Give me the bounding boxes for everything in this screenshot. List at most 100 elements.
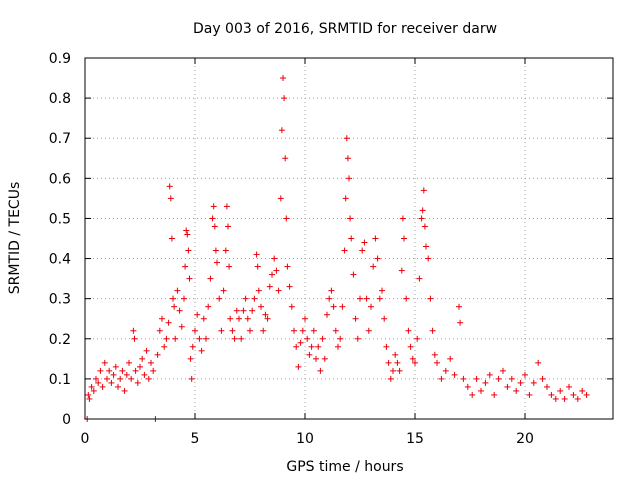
data-point [504, 383, 511, 390]
data-point [174, 287, 181, 294]
data-point [343, 135, 350, 142]
data-point [526, 391, 533, 398]
data-point [229, 327, 236, 334]
data-point [379, 287, 385, 294]
data-point [372, 235, 379, 242]
data-point [583, 391, 590, 398]
data-point [181, 295, 187, 302]
axis-ticks [84, 57, 613, 420]
data-point [137, 363, 143, 370]
data-point [264, 315, 271, 322]
data-point [255, 287, 262, 294]
data-point [88, 383, 95, 390]
data-point [90, 387, 97, 394]
data-point [335, 343, 341, 350]
data-point [106, 367, 113, 374]
data-point [266, 283, 273, 290]
data-point [126, 359, 132, 366]
data-point [172, 335, 179, 342]
data-point [161, 343, 168, 350]
data-point [302, 315, 308, 322]
data-point [357, 295, 363, 302]
data-point [200, 315, 207, 322]
data-point [93, 375, 99, 382]
data-point [128, 375, 135, 382]
y-tick-label: 0.7 [49, 131, 71, 147]
data-point [431, 351, 438, 358]
data-point [194, 311, 201, 318]
data-point [486, 371, 493, 378]
data-point [148, 359, 154, 366]
data-point [412, 359, 418, 366]
data-point [517, 379, 524, 386]
data-point [97, 367, 104, 374]
y-tick-label: 0.2 [49, 332, 71, 348]
data-point [399, 215, 406, 222]
x-tick-labels: 0 5 10 15 20 [81, 431, 534, 447]
data-point [119, 367, 126, 374]
data-point [132, 367, 139, 374]
data-point [337, 335, 344, 342]
data-point [209, 215, 216, 222]
data-point [385, 359, 392, 366]
x-tick-label: 15 [406, 431, 424, 447]
data-point [539, 375, 546, 382]
data-point [348, 235, 355, 242]
data-point [396, 367, 403, 374]
data-point [332, 327, 339, 334]
data-point [315, 343, 322, 350]
data-point [216, 295, 223, 302]
data-point [398, 267, 405, 274]
data-point [104, 375, 110, 382]
data-point [220, 287, 227, 294]
data-point [251, 295, 258, 302]
data-point [457, 319, 464, 326]
data-point [130, 327, 137, 334]
data-point [166, 183, 173, 190]
data-point [513, 387, 520, 394]
data-point [359, 247, 366, 254]
data-point [460, 375, 467, 382]
data-point [508, 375, 515, 382]
data-point [418, 215, 425, 222]
y-tick-label: 0.4 [49, 252, 71, 268]
data-point [167, 195, 174, 202]
data-point [365, 327, 372, 334]
data-point [196, 335, 203, 342]
data-point [328, 287, 335, 294]
data-point [143, 347, 150, 354]
data-point [381, 315, 388, 322]
y-tick-label: 0.3 [49, 292, 71, 308]
y-axis-label: SRMTID / TECUs [7, 182, 23, 295]
data-point [456, 303, 462, 310]
data-point [478, 387, 484, 394]
data-point [429, 327, 436, 334]
data-point [341, 247, 348, 254]
data-point [273, 267, 280, 274]
data-point [178, 323, 185, 330]
data-point [192, 327, 198, 334]
data-point [283, 215, 290, 222]
data-point [295, 363, 302, 370]
data-point [442, 367, 449, 374]
data-point [570, 391, 577, 398]
data-point [421, 223, 428, 230]
data-point [304, 335, 311, 342]
data-point [260, 327, 267, 334]
data-point [434, 359, 440, 366]
data-point [131, 335, 138, 342]
data-point [222, 247, 229, 254]
data-point [262, 311, 269, 318]
data-point [205, 303, 212, 310]
x-axis-label: GPS time / hours [286, 459, 403, 475]
data-point [409, 355, 416, 362]
data-point [361, 239, 368, 246]
data-point [574, 395, 581, 402]
data-point [387, 375, 394, 382]
data-point [324, 311, 330, 318]
data-point [281, 95, 288, 102]
data-point [321, 355, 328, 362]
data-point [198, 347, 205, 354]
data-point [350, 271, 357, 278]
